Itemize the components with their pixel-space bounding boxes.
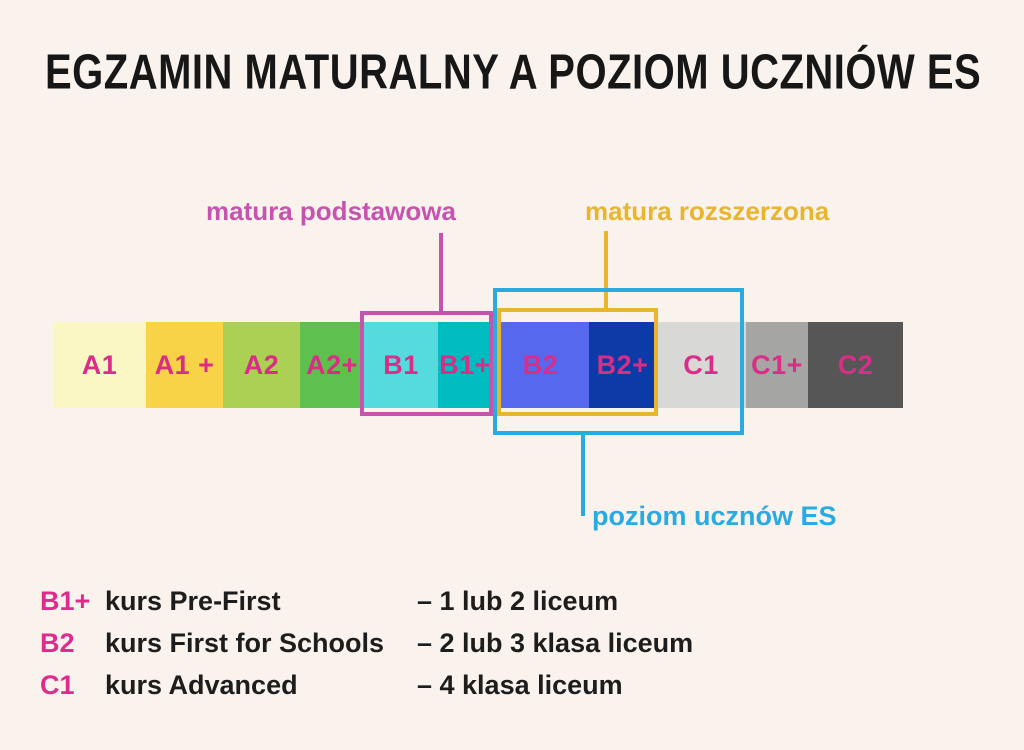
- level-segment-a2: A2: [223, 322, 300, 408]
- level-segment-c1plus: C1+: [746, 322, 808, 408]
- legend-mapping: – 4 klasa liceum: [417, 670, 623, 700]
- legend: B1+ kurs Pre-First – 1 lub 2 liceum B2 k…: [40, 586, 693, 712]
- legend-row: B1+ kurs Pre-First – 1 lub 2 liceum: [40, 586, 693, 617]
- level-label: B1+: [439, 349, 491, 380]
- level-segment-b1plus: B1+: [438, 322, 492, 408]
- poziom-es-label: poziom ucznów ES: [592, 501, 837, 531]
- level-label: A2+: [306, 349, 358, 380]
- level-segment-c2: C2: [808, 322, 903, 408]
- level-label: A1: [81, 349, 118, 380]
- legend-level: C1: [40, 670, 75, 700]
- matura-rozszerzona-label: matura rozszerzona: [585, 196, 830, 226]
- legend-row: B2 kurs First for Schools – 2 lub 3 klas…: [40, 628, 693, 659]
- level-label: A2: [243, 349, 280, 380]
- level-segment-c1: C1: [656, 322, 746, 408]
- level-segment-b2plus: B2+: [589, 322, 656, 408]
- level-label: B2: [522, 349, 559, 380]
- matura-podstawowa-label: matura podstawowa: [206, 196, 456, 226]
- level-label: A1 +: [154, 349, 215, 380]
- level-segment-a2plus: A2+: [300, 322, 364, 408]
- legend-row: C1 kurs Advanced – 4 klasa liceum: [40, 670, 693, 701]
- level-label: C1: [683, 349, 719, 380]
- legend-mapping: – 2 lub 3 klasa liceum: [417, 628, 694, 658]
- matura-podstawowa-outline-box: [360, 311, 493, 416]
- legend-course: kurs First for Schools: [105, 628, 385, 658]
- level-label: C1+: [751, 349, 803, 380]
- level-label: B2+: [596, 349, 649, 380]
- legend-course: kurs Advanced: [105, 670, 298, 700]
- legend-level: B1+: [40, 586, 91, 616]
- matura-podstawowa-connector-line: [439, 233, 443, 313]
- legend-mapping: – 1 lub 2 liceum: [417, 586, 619, 616]
- page-title: EGZAMIN MATURALNY A POZIOM UCZNIÓW ES: [45, 46, 982, 100]
- level-segment-a1plus: A1 +: [146, 322, 223, 408]
- poziom-es-connector-line: [581, 432, 585, 516]
- legend-course: kurs Pre-First: [105, 586, 281, 616]
- legend-level: B2: [40, 628, 75, 658]
- poziom-es-outline-box: [493, 288, 744, 435]
- level-label: B1: [383, 349, 419, 380]
- level-segment-a1: A1: [53, 322, 146, 408]
- matura-rozszerzona-connector-line: [604, 231, 608, 310]
- level-segment-b1: B1: [364, 322, 438, 408]
- level-segment-b2: B2: [492, 322, 589, 408]
- level-label: C2: [837, 349, 874, 380]
- matura-rozszerzona-outline-box: [497, 308, 658, 416]
- cefr-scale-bar: A1 A1 + A2 A2+ B1 B1+ B2 B2+ C1 C1+ C2: [53, 322, 903, 408]
